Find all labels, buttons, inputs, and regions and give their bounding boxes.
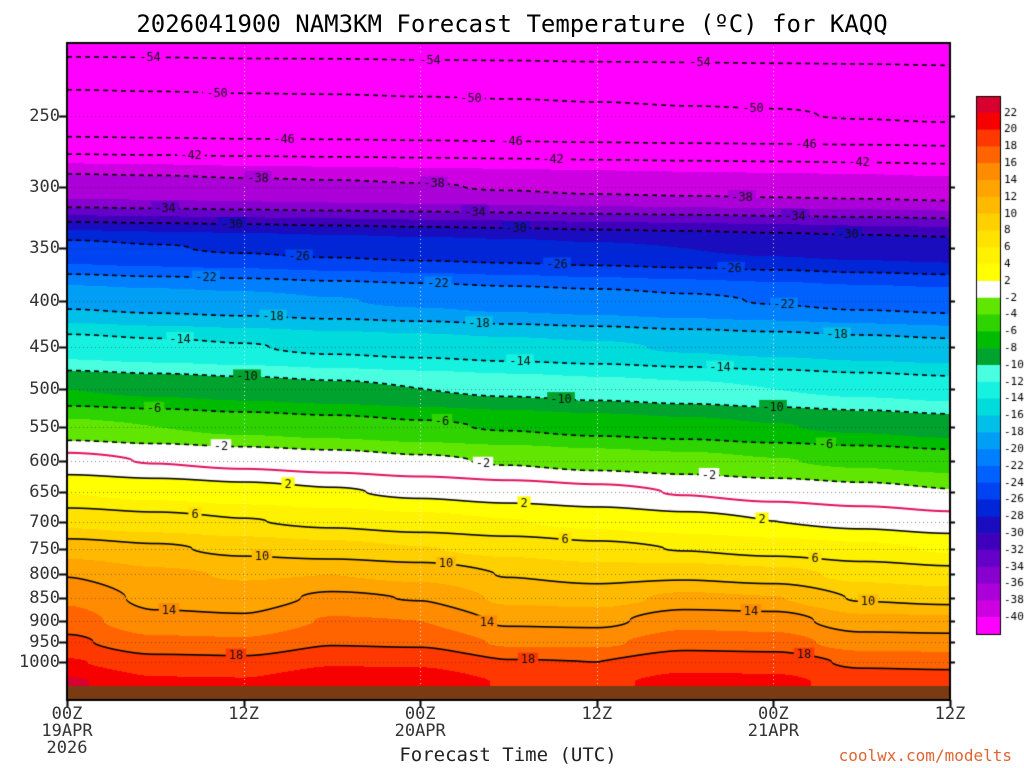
pressure-tick-label: 900 [29, 610, 60, 631]
watermark-text: coolwx.com/modelts [838, 746, 1012, 765]
time-tick-label: 00Z [758, 704, 789, 724]
pressure-tick-label: 400 [29, 290, 60, 311]
time-tick-label: 12Z [934, 704, 966, 724]
x-axis-title: Forecast Time (UTC) [399, 744, 617, 766]
time-tick-label: 00Z [404, 704, 436, 724]
pressure-tick-label: 350 [29, 238, 60, 259]
time-tick-label: 00Z [51, 704, 83, 724]
year-tick-label: 2026 [46, 738, 88, 758]
pressure-tick-label: 550 [29, 416, 60, 437]
pressure-tick-label: 950 [29, 632, 60, 653]
pressure-tick-label: 700 [29, 511, 60, 532]
pressure-tick-label: 650 [29, 482, 60, 503]
pressure-tick-label: 800 [29, 564, 60, 585]
date-tick-label: 21APR [747, 721, 799, 741]
pressure-tick-label: 450 [29, 337, 60, 358]
date-tick-label: 20APR [394, 721, 446, 741]
pressure-tick-label: 250 [29, 105, 60, 126]
pressure-tick-label: 300 [29, 177, 60, 198]
pressure-tick-label: 600 [29, 450, 60, 471]
time-tick-label: 12Z [581, 704, 613, 724]
pressure-tick-label: 750 [29, 538, 60, 559]
pressure-tick-label: 850 [29, 588, 60, 609]
pressure-tick-label: 500 [29, 378, 60, 399]
pressure-tick-label: 1000 [19, 652, 60, 673]
time-tick-label: 12Z [228, 704, 259, 724]
date-tick-label: 19APR [41, 721, 93, 741]
